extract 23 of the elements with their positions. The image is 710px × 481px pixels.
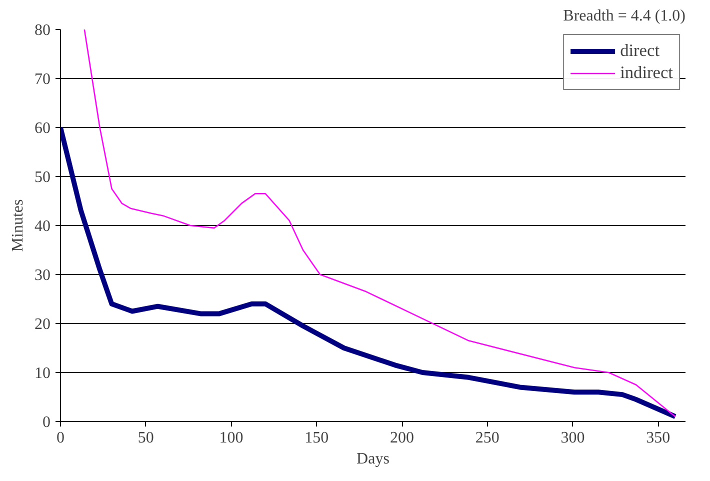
- x-tick-label: 200: [390, 430, 414, 446]
- x-axis-title: Days: [356, 450, 390, 468]
- legend-label: indirect: [620, 63, 673, 83]
- y-tick-label: 0: [42, 414, 50, 431]
- y-tick-label: 10: [34, 365, 50, 382]
- y-tick-label: 30: [34, 267, 50, 284]
- y-tick-label: 70: [34, 71, 50, 88]
- line-series: [84, 30, 676, 418]
- x-tick-label: 250: [475, 430, 500, 446]
- x-tick-label: 50: [138, 430, 154, 446]
- y-tick-label: 80: [34, 22, 50, 39]
- x-tick-label: 150: [304, 430, 329, 446]
- y-tick-label: 50: [34, 169, 50, 186]
- legend-label: direct: [620, 41, 660, 61]
- y-tick-label: 40: [34, 218, 50, 235]
- x-tick-label: 100: [219, 430, 244, 446]
- y-tick-label: 20: [34, 316, 50, 333]
- x-tick-label: 0: [56, 430, 64, 446]
- text: Breadth = 4.4 (1.0): [563, 8, 686, 24]
- x-tick-label: 350: [646, 430, 670, 446]
- y-tick-label: 60: [34, 120, 50, 137]
- x-tick-label: 300: [560, 430, 585, 446]
- y-axis-title: Minutes: [10, 199, 26, 252]
